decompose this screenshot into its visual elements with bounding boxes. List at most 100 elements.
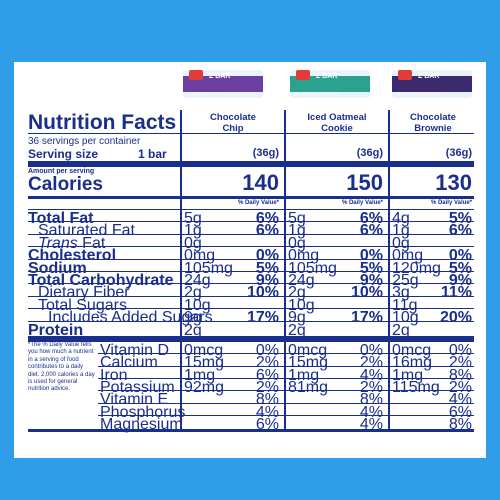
nutrient-daily-value: 0% [359, 247, 383, 265]
nutrient-daily-value: 10% [246, 284, 279, 302]
brand-logo-icon [189, 70, 203, 80]
nutrient-amount: 11g [392, 296, 418, 314]
nutrient-daily-value: 17% [350, 309, 383, 327]
column-header-3: Chocolate Brownie [392, 112, 474, 134]
vitamin-amount: 81mg [288, 378, 329, 396]
serving-grams: (36g) [252, 147, 279, 159]
vitamin-daily-value: 2% [255, 378, 279, 396]
row-divider [28, 246, 474, 248]
vitamin-amount: 1mg [392, 366, 424, 384]
nutrient-label: Protein [28, 321, 84, 339]
row-divider [98, 353, 474, 355]
flavor-name-line1: Iced Oatmeal [307, 112, 367, 123]
column-header-2: Iced Oatmeal Cookie [288, 112, 386, 134]
thick-divider [28, 336, 474, 342]
nutrient-daily-value: 0% [255, 247, 279, 265]
flavor-name-line2: Cookie [321, 123, 353, 134]
nutrient-amount: 5g [184, 210, 202, 227]
flavor-name-line1: Chocolate [210, 112, 256, 123]
wrapper-3: Z BAR CHOCOLATE BROWNIE [392, 70, 472, 98]
vitamin-amount: 15mg [288, 354, 329, 372]
nutrient-amount: 4g [392, 210, 410, 227]
row-divider [98, 365, 474, 367]
serving-grams: (36g) [356, 147, 383, 159]
wrapper-flavor: CHOCOLATE CHIP [187, 91, 223, 96]
row-divider [28, 233, 474, 235]
daily-value-header: % Daily Value* [237, 200, 279, 206]
nutrient-amount: 0mg [184, 247, 216, 265]
product-wrappers: Z BAR CHOCOLATE CHIP Z BAR ICED OATMEAL … [0, 70, 500, 104]
nutrient-label: Total Carbohydrate [28, 272, 174, 289]
wrapper-band [183, 76, 263, 92]
vitamin-daily-value: 4% [359, 415, 383, 433]
row-divider [98, 402, 474, 404]
vitamin-daily-value: 6% [255, 366, 279, 384]
nutrient-label: Includes Added Sugars [48, 309, 213, 327]
nutrient-amount: 2g [392, 321, 410, 339]
servings-per-container: 36 servings per container [28, 136, 141, 147]
vitamin-daily-value: 0% [359, 342, 383, 359]
nutrient-daily-value: 5% [255, 259, 279, 277]
vitamin-daily-value: 2% [359, 378, 383, 396]
vitamin-amount: 0mcg [184, 342, 224, 359]
nutrient-amount: 0mg [288, 247, 320, 265]
vitamin-amount: 1mg [288, 366, 320, 384]
flavor-name-line2: Chip [222, 123, 244, 134]
serving-grams: (36g) [445, 147, 472, 159]
vitamin-daily-value: 0% [255, 342, 279, 359]
nutrient-daily-value: 9% [448, 272, 472, 289]
row-divider [98, 390, 474, 392]
brand-logo-icon [398, 70, 412, 80]
nutrient-amount: 0g [392, 234, 410, 252]
nutrient-amount: 0g [288, 234, 306, 252]
nutrient-amount: 9g [288, 309, 306, 327]
thick-divider [28, 161, 474, 167]
calories-value: 130 [435, 170, 472, 195]
vitamin-label: Magnesium [100, 415, 183, 433]
nutrient-label: Dietary Fiber [38, 284, 130, 302]
row-divider [28, 258, 474, 260]
amount-per-serving: Amount per serving [28, 168, 95, 175]
vitamin-label: Potassium [100, 378, 175, 396]
divider [28, 133, 474, 134]
calories-value: 140 [242, 170, 279, 195]
flavor-name-line2: Brownie [414, 123, 452, 134]
nutrition-facts-panel: Nutrition Facts Chocolate Chip Iced Oatm… [28, 110, 474, 433]
nutrient-label: Saturated Fat [38, 222, 135, 240]
nutrient-amount: 25g [392, 272, 419, 289]
nutrient-daily-value: 6% [359, 210, 383, 227]
row-divider [28, 271, 474, 272]
daily-value-header: % Daily Value* [341, 200, 383, 206]
wrapper-1: Z BAR CHOCOLATE CHIP [183, 70, 263, 98]
row-divider [28, 221, 474, 223]
vitamin-daily-value: 8% [359, 391, 383, 409]
flavor-name-line1: Chocolate [410, 112, 456, 123]
vitamin-label: Phosphorus [100, 403, 186, 421]
vitamin-daily-value: 6% [448, 403, 472, 421]
calories-value: 150 [346, 170, 383, 195]
vitamin-daily-value: 4% [448, 391, 472, 409]
nutrient-amount: 10g [288, 296, 315, 314]
nutrient-amount: 105mg [184, 259, 233, 277]
vitamin-label: Calcium [100, 354, 158, 372]
wrapper-flavor: ICED OATMEAL COOKIE [294, 91, 341, 96]
wrapper-brand: Z BAR [316, 73, 338, 80]
nutrient-amount: 2g [288, 321, 306, 339]
row-divider [28, 308, 474, 310]
panel-title: Nutrition Facts [28, 111, 177, 134]
serving-size-label: Serving size [28, 147, 99, 161]
wrapper-2: Z BAR ICED OATMEAL COOKIE [290, 70, 370, 98]
daily-value-header: % Daily Value* [430, 200, 472, 206]
bottom-divider [28, 429, 474, 432]
calories-label: Calories [28, 174, 103, 195]
nutrient-daily-value: 20% [439, 309, 472, 327]
nutrient-amount: 1g [288, 222, 306, 240]
row-divider [28, 295, 474, 297]
daily-value-footnote: *The % Daily Value tells you how much a … [28, 342, 95, 393]
nutrient-amount: 0mg [392, 247, 424, 265]
column-header-1: Chocolate Chip [184, 112, 282, 134]
nutrient-label: Trans Fat [38, 234, 106, 252]
nutrient-amount: 5g [288, 210, 306, 227]
nutrient-daily-value: 9% [255, 272, 279, 289]
nutrient-amount: 3g [392, 284, 410, 302]
